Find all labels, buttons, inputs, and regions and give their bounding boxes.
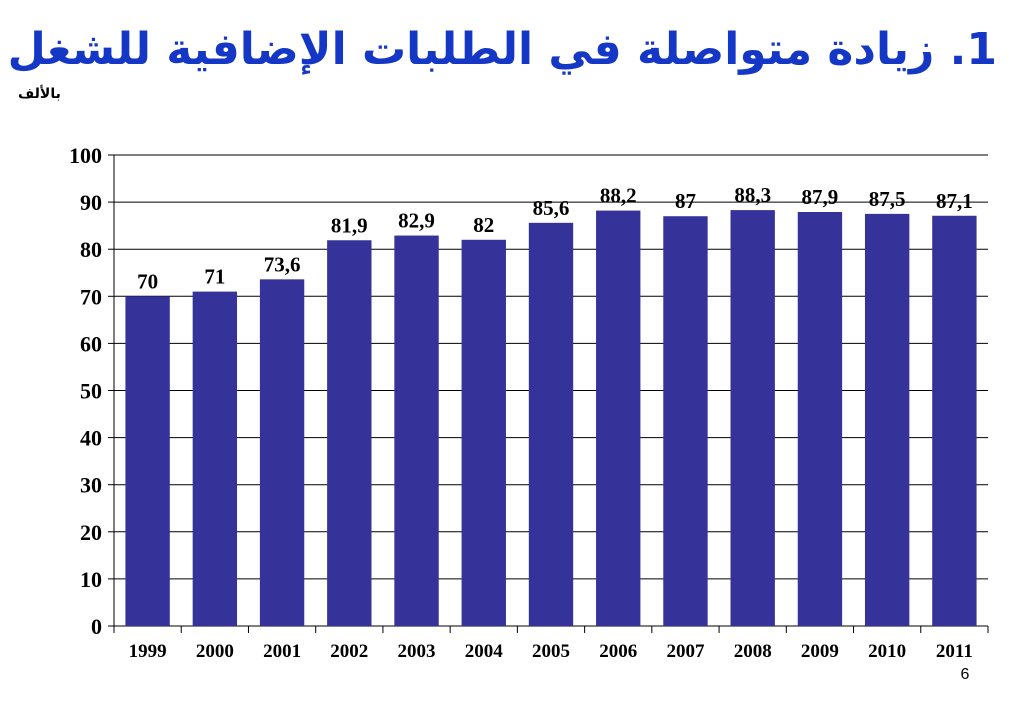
- page-number: 6: [960, 666, 970, 683]
- data-label-2005: 85,6: [533, 196, 570, 220]
- y-tick-label: 20: [80, 520, 102, 545]
- x-category-label: 2009: [801, 641, 839, 662]
- y-tick-label: 0: [91, 614, 102, 639]
- data-label-2001: 73,6: [264, 252, 301, 276]
- y-tick-label: 10: [80, 567, 102, 592]
- y-tick-label: 80: [80, 237, 102, 262]
- y-tick-label: 100: [69, 143, 102, 168]
- bar-2009: [797, 211, 843, 626]
- unit-label: بالألف: [18, 86, 61, 102]
- x-category-label: 2001: [263, 641, 301, 662]
- x-category-label: 2002: [330, 641, 368, 662]
- data-label-2004: 82: [473, 213, 494, 237]
- bar-2011: [932, 215, 977, 626]
- chart-title: 1. زيادة متواصلة في الطلبات الإضافية للش…: [7, 24, 997, 75]
- data-label-2007: 87: [675, 189, 696, 213]
- data-label-2008: 88,3: [734, 183, 771, 207]
- bar-2000: [192, 291, 238, 626]
- data-label-1999: 70: [137, 269, 158, 293]
- x-category-label: 2000: [196, 641, 234, 662]
- data-label-2011: 87,1: [936, 189, 973, 213]
- data-label-2009: 87,9: [802, 185, 839, 209]
- bar-2008: [730, 210, 775, 626]
- x-category-label: 2003: [398, 641, 436, 662]
- bar-2006: [596, 210, 641, 626]
- bar-2004: [461, 239, 506, 626]
- x-category-label: 2004: [465, 641, 504, 662]
- bar-2005: [528, 222, 574, 626]
- data-label-2006: 88,2: [600, 184, 637, 208]
- bar-1999: [125, 296, 170, 626]
- y-tick-label: 40: [80, 426, 102, 451]
- data-label-2000: 71: [204, 265, 225, 289]
- y-tick-label: 70: [80, 284, 102, 309]
- data-label-2003: 82,9: [398, 209, 435, 233]
- bar-2007: [663, 216, 708, 627]
- x-category-label: 2008: [734, 641, 772, 662]
- y-tick-label: 60: [80, 331, 102, 356]
- y-tick-label: 50: [80, 379, 102, 404]
- bar-2002: [327, 240, 372, 626]
- x-category-label: 2007: [666, 641, 705, 662]
- x-category-label: 2005: [532, 641, 570, 662]
- x-category-label: 1999: [129, 641, 167, 662]
- x-category-label: 2006: [599, 641, 637, 662]
- x-category-label: 2011: [936, 641, 973, 662]
- x-category-label: 2010: [868, 641, 906, 662]
- bar-2010: [864, 213, 910, 626]
- bar-2001: [259, 279, 305, 626]
- data-label-2002: 81,9: [331, 213, 368, 237]
- data-label-2010: 87,5: [869, 187, 906, 211]
- y-tick-label: 90: [80, 190, 102, 215]
- y-tick-label: 30: [80, 473, 102, 498]
- bar-2003: [394, 235, 439, 626]
